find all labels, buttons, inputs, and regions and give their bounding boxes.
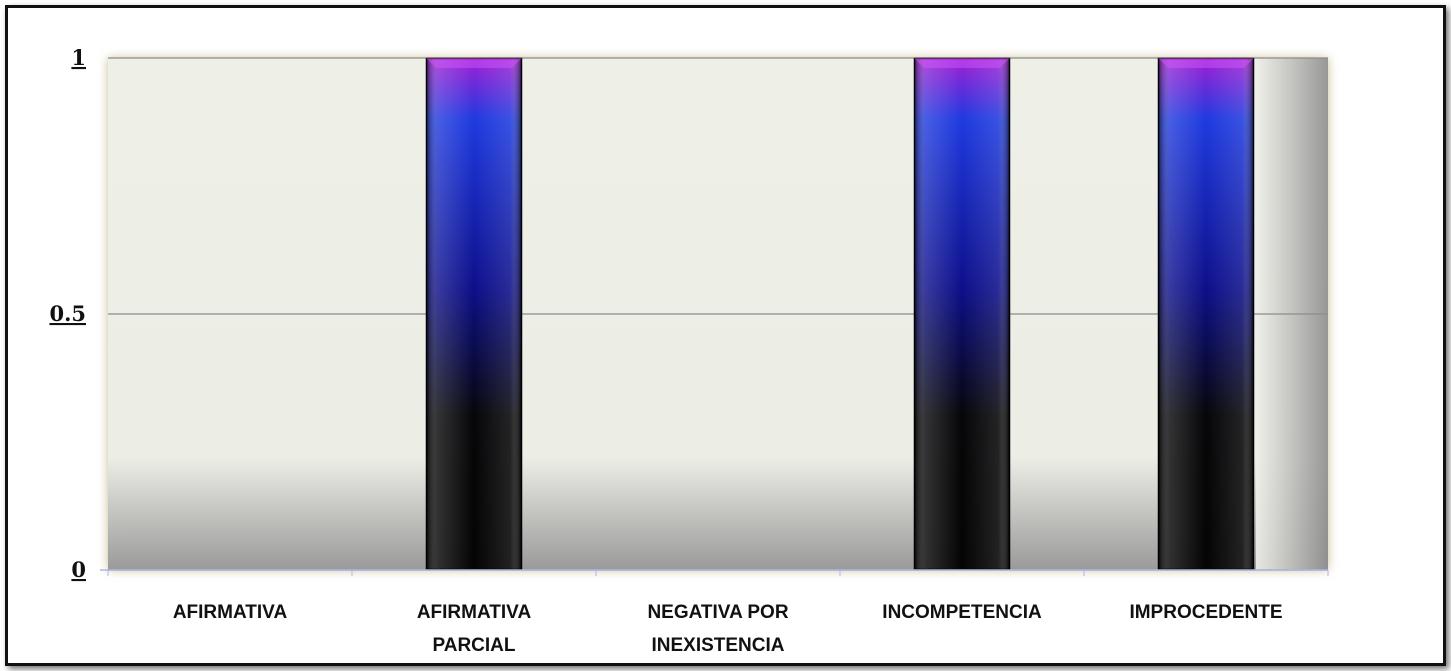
x-tick-label-line: AFIRMATIVA xyxy=(173,602,288,623)
axes: 0 0.5 1 AFIRMATIVA AFIRMATIVA PARCIAL NEGATIVA… xyxy=(49,45,1329,656)
bar xyxy=(1157,57,1255,571)
x-tick-label: INCOMPETENCIA xyxy=(882,602,1042,623)
bar-bevel xyxy=(426,58,522,570)
bar xyxy=(425,57,523,571)
bar-bevel xyxy=(1158,58,1254,570)
x-tick-label-line: IMPROCEDENTE xyxy=(1129,602,1282,623)
bar-top-bevel xyxy=(914,58,1010,68)
y-tick-label: 0 xyxy=(71,557,86,582)
chart-frame: 0 0.5 1 AFIRMATIVA AFIRMATIVA PARCIAL NEGATIVA… xyxy=(5,5,1446,666)
x-tick-label: NEGATIVA POR INEXISTENCIA xyxy=(647,602,788,656)
bar-chart: 0 0.5 1 AFIRMATIVA AFIRMATIVA PARCIAL NEGATIVA… xyxy=(49,45,1329,656)
bar xyxy=(913,57,1011,571)
x-tick-label-line: AFIRMATIVA xyxy=(417,602,532,623)
y-tick-label: 1 xyxy=(71,45,86,70)
x-tick-label-line: PARCIAL xyxy=(432,635,515,656)
x-tick-label-line: INCOMPETENCIA xyxy=(882,602,1042,623)
bar-bevel xyxy=(914,58,1010,570)
bar-top-bevel xyxy=(1158,58,1254,68)
x-tick-label-line: NEGATIVA POR xyxy=(647,602,788,623)
x-tick-label-line: INEXISTENCIA xyxy=(651,635,784,656)
x-tick-label: IMPROCEDENTE xyxy=(1129,602,1282,623)
y-tick-label: 0.5 xyxy=(49,301,86,326)
bars xyxy=(425,57,1255,571)
x-tick-label: AFIRMATIVA PARCIAL xyxy=(417,602,532,656)
x-tick-label: AFIRMATIVA xyxy=(173,602,288,623)
bar-top-bevel xyxy=(426,58,522,68)
